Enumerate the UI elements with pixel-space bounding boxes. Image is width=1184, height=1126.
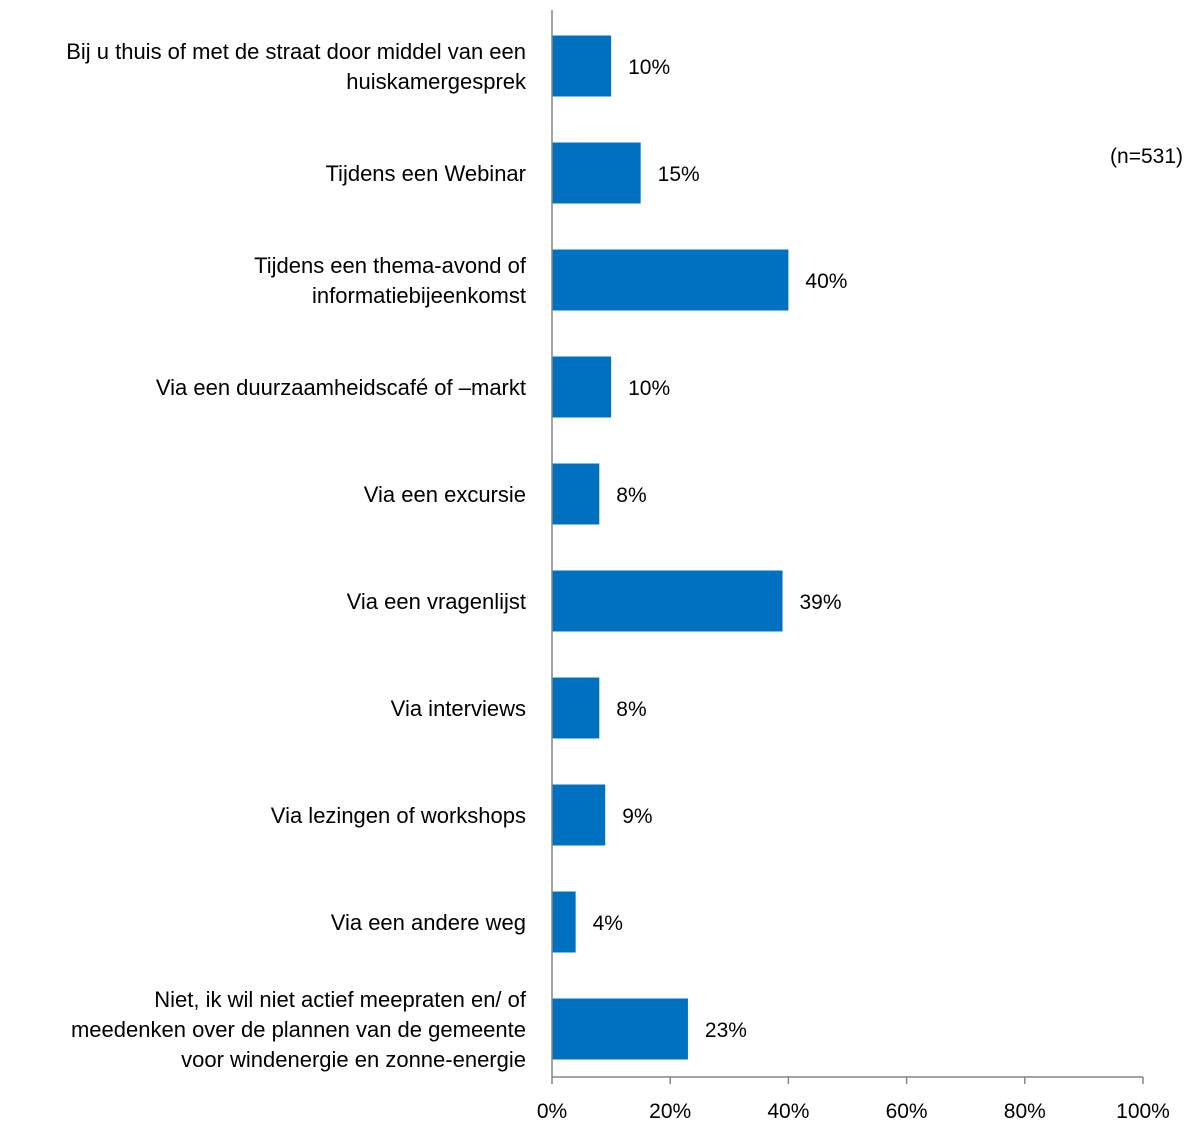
value-label-2: 40% xyxy=(805,270,847,293)
x-tick-label-2: 40% xyxy=(767,1100,809,1123)
bar-1 xyxy=(552,142,641,204)
value-label-4: 8% xyxy=(616,484,646,507)
bar-9 xyxy=(552,998,688,1060)
x-tick-label-1: 20% xyxy=(649,1100,691,1123)
category-label-3: Via een duurzaamheidscafé of –markt xyxy=(156,375,526,400)
category-label-0: Bij u thuis of met de straat door middel… xyxy=(66,39,527,94)
bar-4 xyxy=(552,463,600,525)
category-label-2-line-1: informatiebijeenkomst xyxy=(312,283,526,308)
category-label-9: Niet, ik wil niet actief meepraten en/ o… xyxy=(71,987,527,1072)
category-label-0-line-1: huiskamergesprek xyxy=(346,69,527,94)
value-label-8: 4% xyxy=(593,912,623,935)
x-tick-label-0: 0% xyxy=(537,1100,567,1123)
category-label-9-line-0: Niet, ik wil niet actief meepraten en/ o… xyxy=(154,987,527,1012)
x-tick-label-3: 60% xyxy=(886,1100,928,1123)
category-label-9-line-2: voor windenergie en zonne-energie xyxy=(181,1047,526,1072)
bar-7 xyxy=(552,784,606,846)
category-label-7: Via lezingen of workshops xyxy=(271,803,526,828)
bar-0 xyxy=(552,35,612,97)
value-label-7: 9% xyxy=(622,805,652,828)
x-tick-label-5: 100% xyxy=(1116,1100,1170,1123)
category-label-9-line-1: meedenken over de plannen van de gemeent… xyxy=(71,1017,526,1042)
bars-group xyxy=(552,35,789,1060)
category-label-2-line-0: Tijdens een thema-avond of xyxy=(254,253,527,278)
category-label-4: Via een excursie xyxy=(364,482,526,507)
category-label-6-line-0: Via interviews xyxy=(391,696,526,721)
tick-labels-group: 0% 20% 40% 60% 80% 100% xyxy=(537,1100,1170,1123)
sample-size-note: (n=531) xyxy=(1110,145,1183,168)
category-label-5-line-0: Via een vragenlijst xyxy=(347,589,526,614)
bar-5 xyxy=(552,570,783,632)
category-label-1-line-0: Tijdens een Webinar xyxy=(325,161,526,186)
axes-group xyxy=(551,10,1144,1084)
bar-6 xyxy=(552,677,600,739)
bar-2 xyxy=(552,249,789,311)
value-labels-group: 10% 15% 40% 10% 8% 39% 8% 9% 4% 23% xyxy=(593,56,848,1042)
category-label-6: Via interviews xyxy=(391,696,526,721)
category-labels-group: Bij u thuis of met de straat door middel… xyxy=(66,39,527,1072)
value-label-6: 8% xyxy=(616,698,646,721)
category-label-2: Tijdens een thema-avond of informatiebije… xyxy=(254,253,527,308)
value-label-9: 23% xyxy=(705,1019,747,1042)
category-label-4-line-0: Via een excursie xyxy=(364,482,526,507)
value-label-0: 10% xyxy=(628,56,670,79)
category-label-7-line-0: Via lezingen of workshops xyxy=(271,803,526,828)
category-label-5: Via een vragenlijst xyxy=(347,589,526,614)
value-label-1: 15% xyxy=(658,163,700,186)
category-label-1: Tijdens een Webinar xyxy=(325,161,526,186)
category-label-3-line-0: Via een duurzaamheidscafé of –markt xyxy=(156,375,526,400)
category-label-8-line-0: Via een andere weg xyxy=(331,910,526,935)
x-tick-label-4: 80% xyxy=(1004,1100,1046,1123)
value-label-5: 39% xyxy=(799,591,841,614)
category-label-8: Via een andere weg xyxy=(331,910,526,935)
bar-3 xyxy=(552,356,612,418)
bar-8 xyxy=(552,891,576,953)
category-label-0-line-0: Bij u thuis of met de straat door middel… xyxy=(66,39,526,64)
value-label-3: 10% xyxy=(628,377,670,400)
